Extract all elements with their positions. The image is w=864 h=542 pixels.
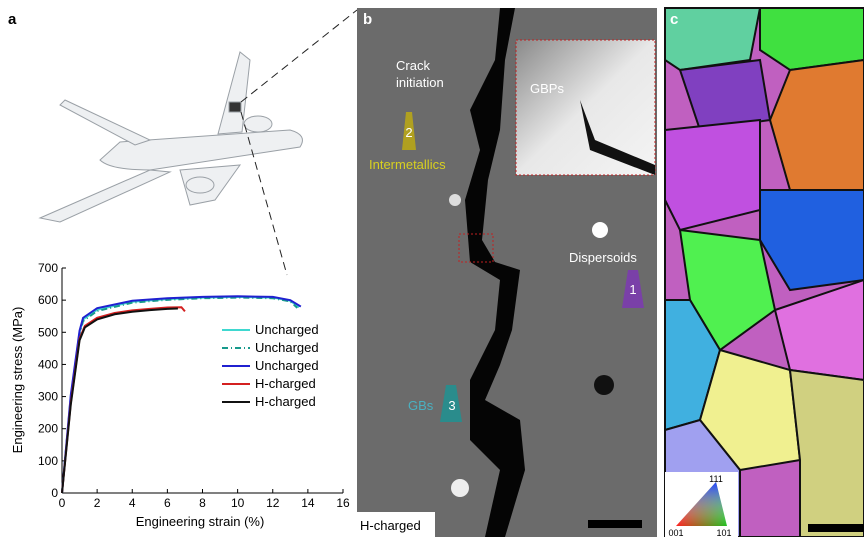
annotation: GBPs — [530, 81, 564, 96]
y-tick-label: 100 — [38, 454, 58, 468]
legend-label: H-charged — [255, 394, 316, 409]
zoom-line — [240, 111, 288, 276]
annotation: Dispersoids — [569, 250, 637, 265]
key-label: 001 — [668, 528, 683, 537]
x-tick-label: 12 — [266, 496, 280, 510]
x-tick-label: 4 — [129, 496, 136, 510]
series-line — [61, 295, 302, 494]
annotation: Crack — [396, 58, 430, 73]
x-tick-label: 16 — [336, 496, 350, 510]
y-tick-label: 500 — [38, 325, 58, 339]
legend-label: Uncharged — [255, 358, 319, 373]
key-label: 111 — [709, 474, 723, 484]
y-tick-label: 300 — [38, 390, 58, 404]
y-tick-label: 600 — [38, 293, 58, 307]
y-axis-title: Engineering stress (MPa) — [10, 307, 25, 454]
panel-label: c — [670, 11, 678, 28]
y-tick-label: 0 — [51, 486, 58, 500]
legend-label: Uncharged — [255, 340, 319, 355]
y-tick-label: 400 — [38, 357, 58, 371]
x-tick-label: 2 — [94, 496, 101, 510]
legend-label: H-charged — [255, 376, 316, 391]
legend-label: Uncharged — [255, 322, 319, 337]
marker-label: 1 — [629, 282, 636, 297]
x-tick-label: 0 — [59, 496, 66, 510]
marker-label: 3 — [448, 398, 455, 413]
panel-label: a — [8, 11, 17, 28]
x-tick-label: 6 — [164, 496, 171, 510]
y-tick-label: 700 — [38, 261, 58, 275]
series-line — [61, 307, 178, 494]
annotation: GBs — [408, 398, 434, 413]
key-label: 101 — [716, 528, 731, 537]
zoom-line — [240, 9, 358, 103]
x-tick-label: 10 — [231, 496, 245, 510]
ebsd-map — [664, 7, 864, 538]
y-tick-label: 200 — [38, 422, 58, 436]
x-axis-title: Engineering strain (%) — [136, 514, 265, 529]
marker-label: 2 — [405, 125, 412, 140]
airplane — [38, 51, 303, 223]
annotation: initiation — [396, 75, 444, 90]
panel-label: b — [363, 11, 372, 28]
stress-strain-chart: Engineering strain (%) Engineering stres… — [10, 261, 350, 529]
annotation: Intermetallics — [369, 157, 446, 172]
series-line — [61, 306, 186, 494]
condition-label: H-charged — [360, 518, 421, 533]
x-tick-label: 14 — [301, 496, 315, 510]
x-tick-label: 8 — [199, 496, 206, 510]
micrograph-b — [357, 8, 657, 537]
